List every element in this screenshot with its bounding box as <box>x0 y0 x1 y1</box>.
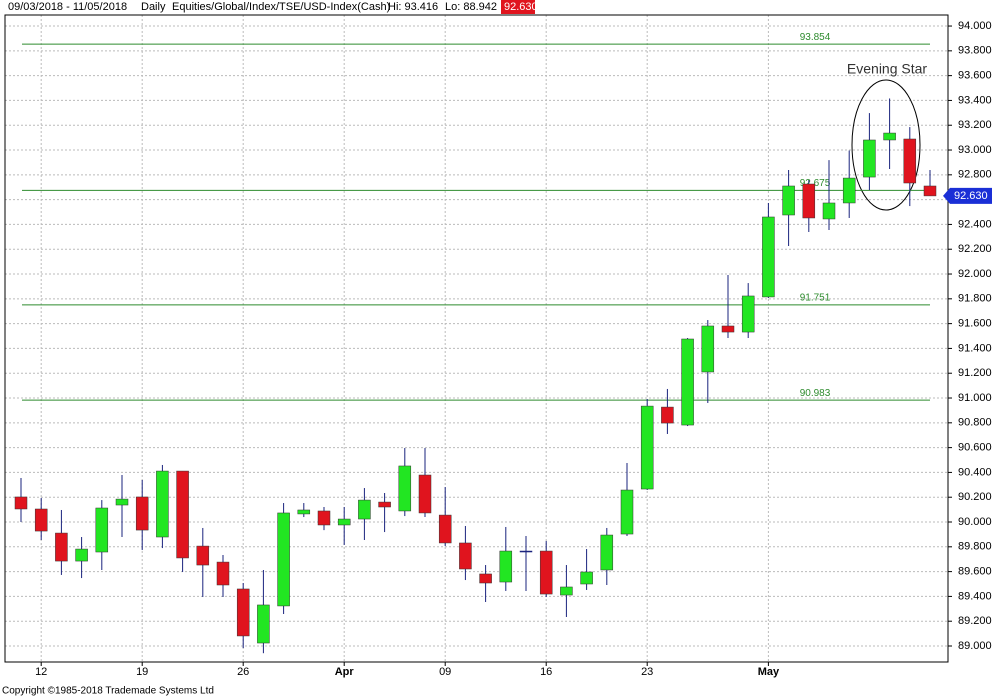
candle-body <box>802 183 816 219</box>
y-tick-label: 89.400 <box>958 590 992 602</box>
period: Daily <box>141 1 166 13</box>
y-tick-label: 91.200 <box>958 367 992 379</box>
last-box <box>501 0 535 14</box>
candle-body <box>560 586 573 596</box>
y-tick-label: 91.400 <box>958 342 992 354</box>
y-tick-label: 94.000 <box>958 20 992 32</box>
candle-body <box>135 496 149 531</box>
level-label: 92.675 <box>800 178 831 189</box>
y-tick-label: 92.400 <box>958 218 992 230</box>
candle-body <box>277 512 290 607</box>
candle-body <box>903 138 917 184</box>
candle-body <box>701 325 715 373</box>
candle-body <box>196 545 210 566</box>
y-tick-label: 90.400 <box>958 466 992 478</box>
candle-body <box>95 507 109 553</box>
y-tick-label: 92.200 <box>958 243 992 255</box>
candle-body <box>782 185 795 216</box>
candle-body <box>176 470 189 559</box>
candle-body <box>721 325 735 333</box>
candle-body <box>762 216 775 298</box>
y-tick-label: 93.800 <box>958 45 992 57</box>
level-label: 93.854 <box>800 32 831 43</box>
candle-body <box>580 571 593 585</box>
candle-body <box>681 338 694 426</box>
x-tick-label: Apr <box>335 666 355 678</box>
candle-body <box>378 501 391 508</box>
y-tick-label: 90.800 <box>958 417 992 429</box>
y-tick-label: 91.600 <box>958 318 992 330</box>
candle-body <box>34 508 48 532</box>
annotation: Evening Star <box>847 61 927 77</box>
candle-body <box>438 514 452 544</box>
candle-body <box>398 465 412 512</box>
candle-body <box>236 588 250 637</box>
y-tick-label: 90.600 <box>958 442 992 454</box>
candle-body <box>640 405 654 490</box>
y-tick-label: 93.200 <box>958 119 992 131</box>
x-tick-label: 26 <box>237 666 249 678</box>
candle-body <box>741 295 755 333</box>
y-tick-label: 92.800 <box>958 169 992 181</box>
high-info: Hi: 93.416 <box>388 1 438 13</box>
candle-body <box>358 499 371 520</box>
candle-body <box>216 561 230 586</box>
candle-body <box>459 542 472 570</box>
candle-body <box>257 604 270 644</box>
level-label: 90.983 <box>800 388 831 399</box>
candle-body <box>75 548 88 562</box>
y-tick-label: 89.200 <box>958 615 992 627</box>
date-range: 09/03/2018 - 11/05/2018 <box>8 1 127 13</box>
x-tick-label: 09 <box>439 666 451 678</box>
x-tick-label: 16 <box>540 666 552 678</box>
y-tick-label: 92.000 <box>958 268 992 280</box>
y-tick-label: 93.400 <box>958 94 992 106</box>
candle-body <box>883 132 896 141</box>
candle-body <box>539 550 553 595</box>
x-tick-label: May <box>758 666 780 678</box>
y-tick-label: 91.800 <box>958 293 992 305</box>
x-tick-label: 19 <box>136 666 148 678</box>
candle-body <box>863 139 876 178</box>
candle-body <box>620 489 634 535</box>
candle-body <box>499 550 513 583</box>
candle-body <box>842 177 856 204</box>
y-tick-label: 89.600 <box>958 566 992 578</box>
y-tick-label: 90.000 <box>958 516 992 528</box>
x-tick-label: 23 <box>641 666 653 678</box>
candle-body <box>479 573 492 584</box>
plot-frame <box>4 14 949 663</box>
candle-body <box>923 185 937 197</box>
candle-body <box>418 474 432 514</box>
y-tick-label: 89.000 <box>958 640 992 652</box>
last-info: 92.630 <box>504 1 538 13</box>
candle-body <box>600 534 614 571</box>
candle-body <box>156 470 169 538</box>
y-tick-label: 89.800 <box>958 541 992 553</box>
candle-body <box>55 532 68 562</box>
candle-body <box>297 509 311 515</box>
candle-body <box>822 202 836 220</box>
candle-body <box>519 550 533 553</box>
low-info: Lo: 88.942 <box>445 1 497 13</box>
candle-body <box>115 498 129 506</box>
y-tick-label: 90.200 <box>958 491 992 503</box>
last-price-label: 92.630 <box>954 190 988 202</box>
candle-body <box>14 496 28 510</box>
copyright: Copyright ©1985-2018 Trademade Systems L… <box>2 686 214 697</box>
x-tick-label: 12 <box>35 666 47 678</box>
y-tick-label: 93.000 <box>958 144 992 156</box>
last-price-tag <box>943 187 992 204</box>
y-tick-label: 93.600 <box>958 70 992 82</box>
level-label: 91.751 <box>800 293 831 304</box>
candle-body <box>661 406 674 424</box>
y-tick-label: 91.000 <box>958 392 992 404</box>
candle-body <box>337 518 351 526</box>
annotation-ellipse <box>851 79 921 211</box>
candle-body <box>317 510 331 526</box>
symbol: Equities/Global/Index/TSE/USD-Index(Cash… <box>172 1 390 13</box>
